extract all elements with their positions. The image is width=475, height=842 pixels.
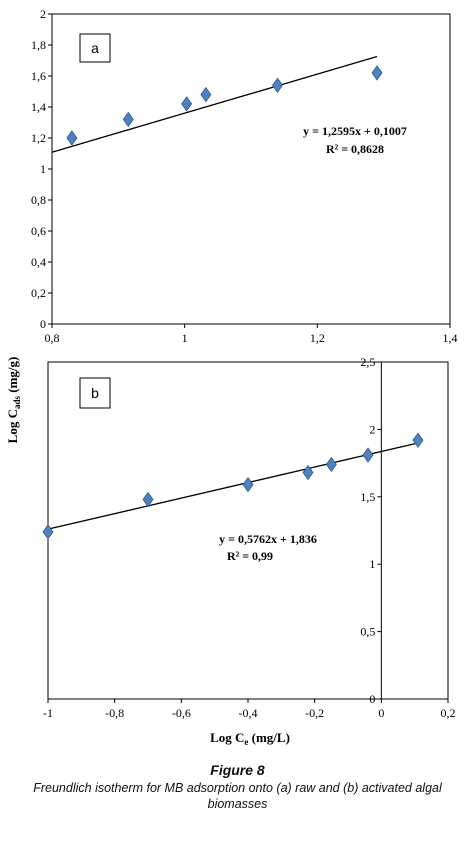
panel-b-x-tick-label: -0,2 — [305, 706, 324, 720]
panel-a-plot-border — [51, 13, 451, 325]
panel-b-y-tick-label: 1,5 — [360, 490, 375, 504]
panel-a-y-tick-label: 0 — [40, 317, 46, 331]
y-axis-label-sub: ads — [12, 396, 22, 410]
panel-a-marks: 0 0,2 0,4 0,6 0,8 1 1,2 1,4 1,6 1,8 2 0,8 1 1,2 1,4 — [31, 7, 458, 345]
panel-b-data-point — [362, 447, 374, 463]
panel-b: b y = 0,5762x + 1,836 R² = 0,99 Log Ce (… — [42, 355, 456, 747]
panel-a-label-box — [79, 33, 111, 63]
panel-b-x-tick-label: 0,2 — [441, 706, 456, 720]
panel-a-x-tick-label: 1,2 — [310, 331, 325, 345]
panel-b-x-tick-label: -1 — [43, 706, 53, 720]
panel-a-y-tick-label: 1,4 — [31, 100, 46, 114]
panel-a-data-point — [371, 65, 383, 81]
panel-a-y-tick-label: 1,2 — [31, 131, 46, 145]
figure-caption: Figure 8 Freundlich isotherm for MB adso… — [0, 762, 475, 812]
panel-b-x-axis-label-unit: (mg/L) — [248, 730, 290, 745]
panel-b-data-point — [302, 464, 314, 481]
panel-a-data-point — [122, 111, 134, 128]
panel-a-y-tick-label: 1,8 — [31, 38, 46, 52]
panel-a-y-tick-label: 0,6 — [31, 224, 46, 238]
panel-a-data-point — [200, 86, 212, 103]
panel-b-x-tick-label: -0,8 — [105, 706, 124, 720]
caption-title: Figure 8 — [210, 762, 265, 778]
panel-b-data-point — [242, 476, 254, 493]
panel-a-y-tick-label: 1 — [40, 162, 46, 176]
y-axis-label-main: Log C — [5, 409, 20, 443]
panel-b-y-tick-label: 2,5 — [360, 355, 375, 369]
panel-a: a y = 1,2595x + 0,1007 R² = 0,8628 00,20… — [31, 7, 458, 345]
panel-b-y-tick-label: 2 — [369, 422, 375, 436]
panel-b-y-tick-label: 0,5 — [360, 625, 375, 639]
panel-a-x-tick-label: 1 — [182, 331, 188, 345]
panel-b-plot-border — [47, 361, 449, 700]
panel-b-y-tick-label: 0 — [369, 692, 375, 706]
panel-b-label-box — [79, 377, 111, 409]
panel-b-x-axis-label: Log Ce (mg/L) — [210, 730, 290, 747]
panel-a-y-tick-label: 1,6 — [31, 69, 46, 83]
panel-a-y-tick-label: 0,8 — [31, 193, 46, 207]
panel-b-x-tick-label: -0,6 — [172, 706, 191, 720]
panel-b-data-point — [42, 524, 54, 540]
caption-text: Freundlich isotherm for MB adsorption on… — [33, 781, 442, 811]
panel-a-data-point — [272, 77, 284, 93]
panel-b-trendline — [47, 442, 419, 530]
y-axis-label-unit: (mg/g) — [5, 357, 20, 396]
panel-a-equation: y = 1,2595x + 0,1007 — [303, 124, 407, 138]
panel-b-data-point — [142, 491, 154, 508]
panel-a-data-point — [181, 96, 193, 112]
panel-a-data-point — [66, 130, 78, 146]
panel-b-equation: y = 0,5762x + 1,836 — [219, 532, 317, 546]
panel-a-y-tick-label: 2 — [40, 7, 46, 21]
panel-b-y-tick-label: 1 — [369, 557, 375, 571]
panel-a-r2: R² = 0,8628 — [326, 142, 384, 156]
panel-a-y-tick-label: 0,4 — [31, 255, 46, 269]
panel-b-r2: R² = 0,99 — [227, 549, 273, 563]
panel-b-data-point — [325, 456, 337, 473]
panel-b-marks: 0 0,5 1 1,5 2 2,5 -1 -0,8 -0,6 -0,4 -0,2 0 0,2 — [42, 355, 456, 720]
panel-a-y-tick-label: 0,2 — [31, 286, 46, 300]
panel-b-label: b — [91, 385, 99, 401]
panel-a-trendline — [51, 55, 378, 153]
figure-8-chart: Log Cads (mg/g) a y = 1,2595x + 0,1007 R… — [5, 7, 458, 747]
panel-a-x-tick-label: 1,4 — [443, 331, 458, 345]
panel-b-data-point — [412, 432, 424, 448]
panel-b-x-axis-label-main: Log C — [210, 730, 244, 745]
panel-b-x-tick-label: -0,4 — [239, 706, 258, 720]
y-axis-label: Log Cads (mg/g) — [5, 357, 22, 444]
panel-b-x-axis-label-sub: e — [244, 737, 248, 747]
panel-a-label: a — [91, 40, 99, 56]
panel-b-x-tick-label: 0 — [378, 706, 384, 720]
panel-a-x-tick-label: 0,8 — [45, 331, 60, 345]
